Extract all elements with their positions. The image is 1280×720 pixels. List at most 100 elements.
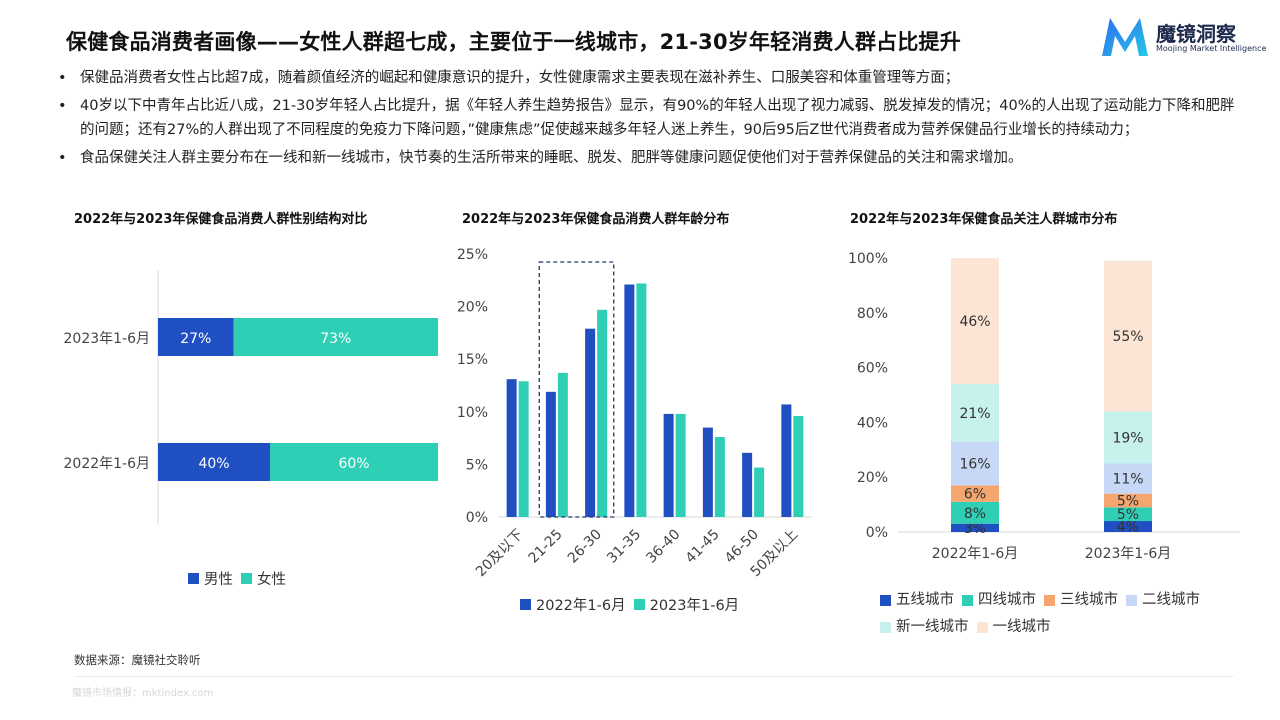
bar — [545, 391, 556, 517]
bar-segment — [1104, 493, 1152, 508]
highlight-box — [538, 261, 615, 518]
y-tick-label: 25% — [457, 247, 488, 263]
y-tick-label: 15% — [457, 352, 488, 368]
bar-segment — [951, 258, 999, 385]
bar — [675, 413, 686, 517]
legend-swatch — [1126, 595, 1137, 606]
legend-label: 2022年1-6月 — [536, 598, 626, 614]
data-source: 数据来源：魔镜社交聆听 — [74, 653, 201, 667]
data-label: 6% — [964, 487, 986, 503]
x-tick-label: 2023年1-6月 — [1085, 546, 1172, 562]
x-tick-label: 31-35 — [604, 527, 644, 567]
bullet-item: 食品保健关注人群主要分布在一线和新一线城市，快节奏的生活所带来的睡眠、脱发、肥胖… — [54, 146, 1244, 171]
y-tick-label: 20% — [457, 300, 488, 316]
bar — [714, 437, 725, 517]
bar-segment — [951, 523, 999, 532]
data-label: 21% — [959, 406, 990, 422]
legend-swatch — [520, 599, 531, 610]
bar-segment — [951, 501, 999, 524]
legend-label: 男性 — [204, 572, 233, 588]
x-tick-label: 21-25 — [526, 527, 566, 567]
legend-item: 新一线城市 — [880, 615, 969, 640]
city-chart-title: 2022年与2023年保健食品关注人群城市分布 — [850, 212, 1118, 227]
category-label: 2023年1-6月 — [64, 331, 151, 347]
x-tick-label: 26-30 — [565, 527, 605, 567]
legend-swatch — [880, 595, 891, 606]
y-tick-label: 0% — [466, 510, 488, 526]
y-tick-label: 5% — [466, 457, 488, 473]
footer-url: 魔镜市场情报：mktindex.com — [72, 688, 214, 699]
page-title: 保健食品消费者画像——女性人群超七成，主要位于一线城市，21-30岁年轻消费人群… — [66, 30, 961, 54]
data-label: 16% — [959, 457, 990, 473]
data-label: 60% — [338, 456, 369, 472]
bar — [663, 413, 674, 517]
bar — [506, 379, 517, 517]
data-label: 73% — [320, 331, 351, 347]
legend-swatch — [962, 595, 973, 606]
logo-subtitle: Moojing Market Intelligence — [1156, 44, 1267, 53]
legend-swatch — [880, 622, 891, 633]
legend-item: 2023年1-6月 — [633, 594, 740, 615]
age-legend: 2022年1-6月 2023年1-6月 — [520, 594, 747, 615]
bar — [754, 467, 765, 517]
bar-segment — [951, 384, 999, 442]
bar — [702, 427, 713, 517]
data-label: 8% — [964, 506, 986, 522]
legend-label: 新一线城市 — [896, 619, 969, 635]
bar-segment — [1104, 521, 1152, 532]
legend-label: 一线城市 — [992, 619, 1051, 635]
legend-item: 二线城市 — [1126, 588, 1200, 613]
bar-segment — [1104, 463, 1152, 494]
bullet-item: 40岁以下中青年占比近八成，21-30岁年轻人占比提升，据《年轻人养生趋势报告》… — [54, 94, 1244, 143]
x-tick-label: 2022年1-6月 — [932, 546, 1019, 562]
bar-segment — [1104, 507, 1152, 522]
bar-segment — [233, 318, 438, 356]
legend-label: 五线城市 — [896, 592, 954, 608]
age-chart: 0% 5% 10% 15% 20% 25% 20及以下 21-25 26-30 31-35 36-4… — [457, 247, 812, 581]
gender-chart-title: 2022年与2023年保健食品消费人群性别结构对比 — [74, 212, 368, 227]
data-label: 5% — [1117, 493, 1139, 509]
legend-label: 二线城市 — [1142, 592, 1200, 608]
legend-label: 2023年1-6月 — [649, 598, 740, 614]
x-tick-label: 20及以下 — [473, 527, 527, 581]
x-tick-label: 41-45 — [683, 527, 723, 567]
y-tick-label: 40% — [857, 415, 888, 431]
legend-swatch — [188, 573, 199, 584]
bar — [518, 381, 529, 517]
bar — [636, 283, 647, 517]
category-label: 2022年1-6月 — [64, 456, 151, 472]
gender-chart: 2023年1-6月 27% 73% 2022年1-6月 40% 60% — [64, 270, 438, 524]
bar — [793, 416, 804, 517]
bar-segment — [1104, 411, 1152, 464]
city-chart: 0% 20% 40% 60% 80% 100% 3%8% 6% 16% 21% 46% 2022年1-… — [848, 251, 1240, 562]
brand-logo: 魔镜洞察 Moojing Market Intelligence — [1098, 14, 1268, 60]
legend-swatch — [241, 573, 252, 584]
legend-item: 男性 — [188, 568, 233, 589]
data-label: 11% — [1112, 472, 1143, 488]
bar — [781, 404, 792, 517]
x-tick-label: 36-40 — [643, 527, 683, 567]
legend-swatch — [633, 599, 645, 610]
m-logo-icon — [1102, 18, 1148, 56]
bullet-item: 保健品消费者女性占比超7成，随着颜值经济的崛起和健康意识的提升，女性健康需求主要… — [54, 66, 1244, 91]
city-legend: 五线城市 四线城市 三线城市 二线城市 新一线城市 一线城市 — [880, 588, 1220, 642]
legend-swatch — [976, 622, 988, 633]
data-label: 4% — [1117, 520, 1139, 536]
legend-label: 三线城市 — [1060, 592, 1118, 608]
bullet-list: 保健品消费者女性占比超7成，随着颜值经济的崛起和健康意识的提升，女性健康需求主要… — [54, 66, 1244, 173]
y-tick-label: 100% — [848, 251, 888, 267]
legend-item: 五线城市 — [880, 588, 954, 613]
logo-name: 魔镜洞察 — [1156, 22, 1236, 46]
y-tick-label: 20% — [857, 470, 888, 486]
gender-legend: 男性 女性 — [188, 568, 294, 589]
bar-segment — [951, 441, 999, 486]
data-label: 55% — [1112, 329, 1143, 345]
bar — [557, 372, 568, 517]
bar-segment — [158, 443, 270, 481]
legend-item: 三线城市 — [1044, 588, 1118, 613]
bar — [597, 309, 608, 517]
legend-item: 女性 — [241, 568, 286, 589]
bar-segment — [951, 485, 999, 502]
bar-segment — [1104, 260, 1152, 412]
y-tick-label: 10% — [457, 405, 488, 421]
